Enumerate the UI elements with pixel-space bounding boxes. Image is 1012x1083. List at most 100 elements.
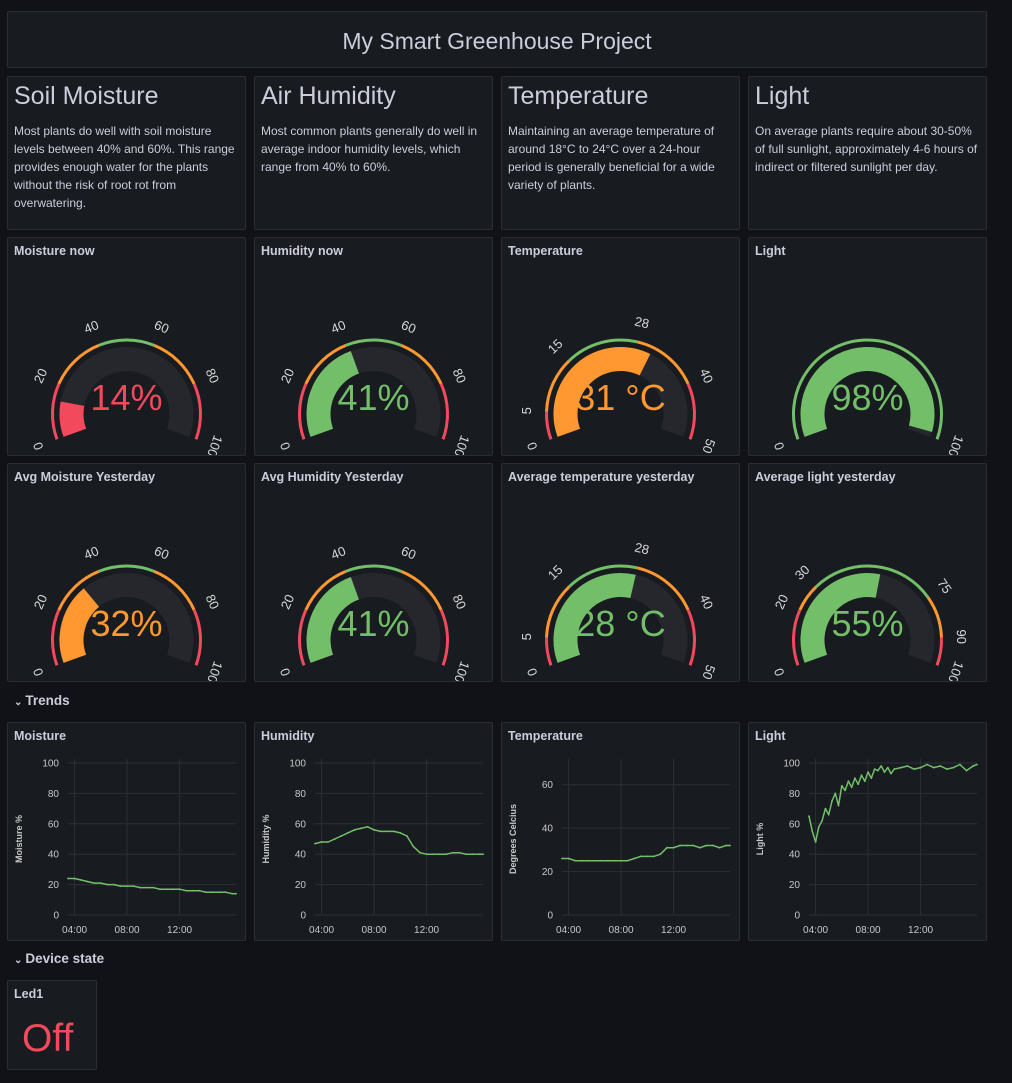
data-point	[860, 774, 863, 777]
chart-panel-moisture[interactable]: Moisture 0 20 40 60 80 100 04:00 08:00 12:00 Mois…	[7, 722, 246, 941]
y-tick-label: 100	[783, 759, 800, 770]
data-point	[126, 885, 128, 887]
chart-panel-humidity[interactable]: Humidity 0 20 40 60 80 100 04:00 08:00 12:00 Humi…	[254, 722, 493, 941]
data-point	[139, 886, 142, 889]
data-point	[824, 807, 827, 810]
chart-panel-light[interactable]: Light 0 20 40 60 80 100 04:00 08:00 12:00 Light %	[748, 722, 987, 941]
gauge-threshold-segment	[798, 585, 818, 611]
gauge-panel-humidity-now[interactable]: Humidity now 0 20 40 60 80 100 41%	[254, 237, 493, 456]
panel-title: Humidity	[261, 729, 315, 743]
x-tick-label: 12:00	[414, 925, 439, 936]
gauge-panel-avg-light-yesterday[interactable]: Average light yesterday 0 20 30 75 90 100 55%	[748, 463, 987, 682]
gauge-tick-label: 0	[30, 666, 47, 678]
data-point	[659, 853, 662, 856]
gauge-panel-avg-temperature-yesterday[interactable]: Average temperature yesterday 0 5 15 28 40 50…	[501, 463, 740, 682]
data-point	[814, 841, 817, 843]
data-point	[890, 772, 892, 775]
gauge-threshold-segment	[304, 343, 347, 385]
y-tick-label: 20	[48, 880, 60, 891]
text-panel-air-humidity: Air Humidity Most common plants generall…	[254, 76, 493, 230]
chart-panel-temperature[interactable]: Temperature 0 20 40 60 04:00 08:00 12:00 Degree…	[501, 722, 740, 941]
data-point	[86, 880, 89, 883]
gauge-tick-label: 0	[277, 666, 294, 678]
series-line	[68, 877, 236, 895]
data-point	[373, 829, 375, 831]
data-point	[235, 892, 237, 895]
row-title-label: Trends	[25, 693, 70, 708]
data-point	[386, 830, 389, 833]
gauge-tick-label: 0	[277, 440, 294, 452]
gauge-threshold-segment	[345, 338, 402, 347]
data-point	[314, 842, 316, 845]
gauge-tick-label: 60	[152, 317, 171, 336]
gauge-value-text: 14%	[90, 377, 162, 418]
data-point	[218, 891, 220, 894]
gauge-threshold-segment	[545, 359, 571, 412]
data-point	[886, 766, 889, 769]
gauge-tick-label: 80	[203, 366, 223, 385]
gauge-tick-label: 75	[934, 576, 955, 596]
y-axis-label: Humidity %	[261, 814, 271, 863]
panel-heading: Light	[755, 82, 810, 110]
chart-svg: 0 20 40 60 04:00 08:00 12:00 Degrees Celcius	[508, 759, 731, 936]
gauge-panel-moisture-now[interactable]: Moisture now 0 20 40 60 80 100 14%	[7, 237, 246, 456]
gauge-threshold-segment	[439, 609, 449, 666]
gauge-panel-avg-moisture-yesterday[interactable]: Avg Moisture Yesterday 0 20 40 60 80 100 32%	[7, 463, 246, 682]
y-tick-label: 80	[48, 789, 60, 800]
gauge-svg: 0 20 40 60 80 100 41%	[277, 543, 473, 681]
gauge-threshold-segment	[545, 585, 571, 638]
panel-title: Light	[755, 729, 786, 743]
data-point	[873, 768, 876, 770]
chevron-down-icon: ⌄	[14, 955, 23, 966]
gauge-panel-light[interactable]: Light 0 100 98%	[748, 237, 987, 456]
gauge-tick-label: 20	[31, 366, 51, 385]
gauge-tick-label: 80	[450, 366, 470, 385]
data-point	[379, 830, 382, 833]
gauge-threshold-segment	[51, 383, 61, 440]
data-point	[471, 853, 474, 856]
dashboard-title-panel: My Smart Greenhouse Project	[7, 11, 987, 68]
gauge-tick-label: 20	[772, 592, 792, 611]
data-point	[854, 777, 856, 780]
gauge-value-bar	[800, 347, 935, 437]
row-device-state-toggle[interactable]: ⌄ Device state	[14, 951, 104, 966]
panel-title: Moisture now	[14, 244, 95, 258]
row-trends-toggle[interactable]: ⌄ Trends	[14, 693, 70, 708]
y-tick-label: 0	[300, 911, 306, 922]
led-state-value: Off	[22, 1017, 74, 1060]
data-point	[561, 857, 563, 860]
y-tick-label: 60	[295, 819, 307, 830]
data-point	[718, 846, 721, 849]
data-point	[646, 855, 649, 858]
y-tick-label: 80	[789, 789, 801, 800]
data-point	[932, 766, 935, 769]
gauge-threshold-segment	[686, 383, 696, 440]
gauge-svg: 0 20 40 60 80 100 32%	[30, 543, 226, 681]
gauge-value-bar	[800, 573, 881, 663]
data-point	[863, 780, 866, 783]
data-point	[639, 855, 642, 858]
data-point	[893, 768, 896, 770]
y-tick-label: 60	[48, 819, 60, 830]
gauge-panel-temperature[interactable]: Temperature 0 5 15 28 40 50 31 °C	[501, 237, 740, 456]
stat-panel-led1[interactable]: Led1 Off	[7, 980, 97, 1070]
y-axis-label: Light %	[755, 823, 765, 856]
gauge-tick-label: 20	[278, 366, 298, 385]
panel-body: Most common plants generally do well in …	[261, 124, 478, 174]
data-point	[952, 766, 955, 769]
gauge-tick-label: 20	[278, 592, 298, 611]
gauge-tick-label: 28	[633, 314, 651, 332]
gauge-tick-label: 40	[82, 317, 101, 336]
text-panel-temperature: Temperature Maintaining an average tempe…	[501, 76, 740, 230]
gauge-value-text: 55%	[831, 603, 903, 644]
data-point	[834, 792, 837, 795]
gauge-panel-avg-humidity-yesterday[interactable]: Avg Humidity Yesterday 0 20 40 60 80 100 41%	[254, 463, 493, 682]
data-point	[626, 859, 629, 862]
data-point	[399, 832, 402, 834]
data-point	[360, 827, 362, 830]
gauge-svg: 0 20 40 60 80 100 41%	[277, 317, 473, 455]
gauge-threshold-segment	[51, 609, 61, 666]
y-tick-label: 40	[789, 850, 801, 861]
gauge-tick-label: 40	[697, 592, 717, 611]
